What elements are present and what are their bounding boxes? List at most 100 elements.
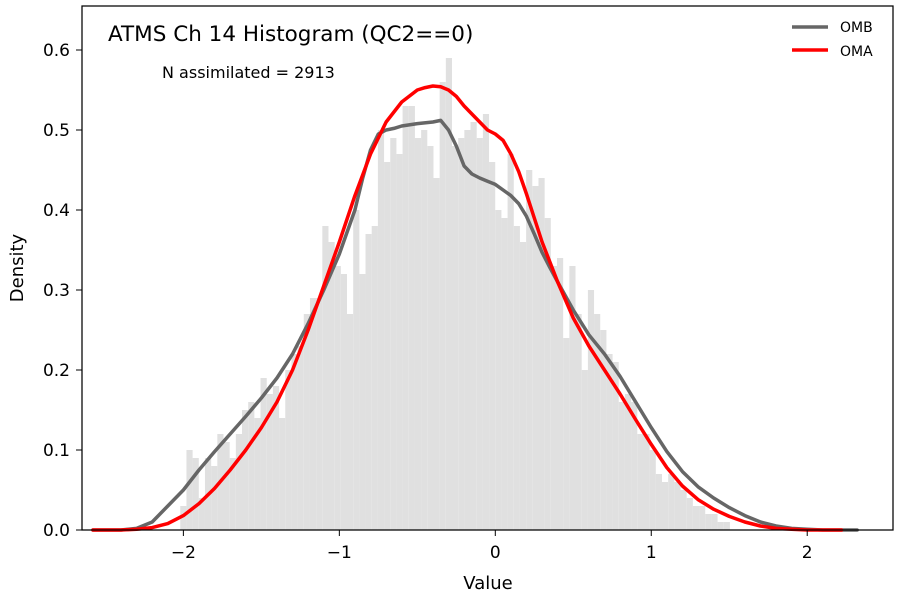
y-axis-title: Density [7,233,28,302]
series-line-oma [91,84,844,532]
histogram-bar [248,402,255,530]
histogram-bar [476,138,483,530]
histogram-bar [526,170,533,530]
histogram-bar [550,266,557,530]
histogram-bar [279,418,286,530]
histogram-bar [501,218,508,530]
histogram-bar [377,130,385,530]
histogram-bar [711,514,718,530]
histogram-bar [482,114,490,530]
plot-frame [81,5,894,531]
histogram-bar [433,178,440,530]
histogram-bar [402,106,409,530]
x-tick-label: 1 [646,543,657,563]
histogram-bar [186,450,193,530]
density-lines [91,84,859,532]
histogram-bar [291,354,298,530]
legend: OMB OMA [792,20,873,60]
histogram-bar [371,226,378,530]
histogram-bar [643,434,650,530]
histogram-bar [624,394,632,530]
histogram-bar [649,450,656,530]
histogram-bar [309,298,317,530]
histogram-bar [421,130,428,530]
histogram-bar [544,218,551,530]
histogram-bar [180,506,187,530]
histogram-bar [495,210,502,530]
histogram-bar [365,234,372,530]
histogram-bar [723,522,730,530]
histogram-bar [390,138,397,530]
histogram-bar [458,138,465,530]
histogram-bar [612,362,619,530]
histogram-bar [532,186,539,530]
histogram-bar [396,154,403,530]
histogram-bar [655,474,662,530]
histogram-bar [464,130,471,530]
histogram-bar [242,410,249,530]
histogram-bar [600,330,607,530]
histogram-bar [538,178,545,530]
histogram-bar [285,370,292,530]
histogram-bar [328,242,335,530]
legend-label-omb: OMB [840,20,873,36]
histogram-bar [272,386,280,530]
histogram-bar [705,514,712,530]
histogram-bar [581,370,588,530]
histogram-bar [229,458,236,530]
histogram-bar [668,474,675,530]
histogram-bar [686,498,693,530]
histogram-bar [316,298,323,530]
histogram-bar [587,290,595,530]
histogram-bar [322,226,329,530]
x-tick-label: −1 [327,543,352,563]
histogram-bar [717,522,724,530]
histogram-bar [384,162,391,530]
histogram-bar [260,378,267,530]
y-tick-label: 0.0 [43,521,70,541]
histogram-bar [699,506,706,530]
histogram-bar [254,418,261,530]
y-tick-label: 0.1 [43,441,70,461]
legend-label-oma: OMA [840,44,873,60]
y-tick-label: 0.6 [43,41,70,61]
annotation-n-assimilated: N assimilated = 2913 [162,63,335,82]
histogram-bar [631,402,638,530]
x-axis-ticks: −2 −1 0 1 2 [171,530,813,563]
histogram-bar [563,338,570,530]
histogram-bar [674,482,681,530]
y-tick-label: 0.4 [43,201,70,221]
histogram-bar [557,258,564,530]
histogram-bar [445,58,453,530]
histogram-bar [489,162,496,530]
histogram-bar [470,122,477,530]
histogram-bar [519,242,527,530]
histogram-bar [347,314,354,530]
histogram-bar [223,442,230,530]
series-line-omb [91,118,859,532]
histogram-bar [303,314,310,530]
histogram-bar [637,434,644,530]
histogram-bar [507,154,514,530]
histogram-bar [408,106,415,530]
histogram-bar [198,498,205,530]
histogram-bar [569,266,576,530]
y-tick-label: 0.2 [43,361,70,381]
histogram-bar [211,466,218,530]
histogram-bar [427,146,434,530]
histogram-bar [618,402,625,530]
histogram-bar [594,314,601,530]
histogram-bar [192,458,199,530]
histogram-bar [359,274,366,530]
histogram-bar [235,434,243,530]
chart-title: ATMS Ch 14 Histogram (QC2==0) [108,22,473,47]
histogram-bar [340,274,348,530]
y-tick-label: 0.3 [43,281,70,301]
y-axis-ticks: 0.0 0.1 0.2 0.3 0.4 0.5 0.6 [43,41,82,541]
histogram-bar [266,394,273,530]
x-tick-label: −2 [171,543,196,563]
x-axis-title: Value [463,573,512,594]
histogram-bar [297,346,304,530]
x-tick-label: 2 [802,543,813,563]
